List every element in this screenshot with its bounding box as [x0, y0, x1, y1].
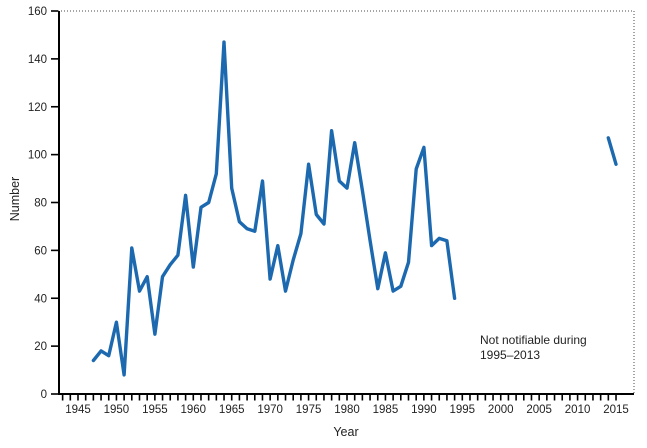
- x-tick-label: 2010: [565, 404, 591, 416]
- y-tick-label: 60: [34, 245, 47, 257]
- x-tick-label: 1980: [334, 404, 360, 416]
- x-tick-label: 2000: [488, 404, 514, 416]
- x-tick-label: 1985: [373, 404, 399, 416]
- y-tick-label: 140: [28, 54, 47, 66]
- y-tick-label: 160: [28, 6, 47, 18]
- x-tick-label: 1955: [142, 404, 168, 416]
- not-notifiable-annotation: Not notifiable during 1995–2013: [480, 333, 587, 363]
- y-tick-label: 80: [34, 198, 47, 210]
- x-tick-label: 1995: [450, 404, 476, 416]
- x-tick-label: 1970: [257, 404, 283, 416]
- x-tick-label: 1960: [180, 404, 206, 416]
- y-axis-title: Number: [8, 176, 22, 222]
- x-tick-label: 1950: [104, 404, 130, 416]
- annotation-line-2: 1995–2013: [480, 348, 541, 362]
- y-tick-label: 40: [34, 293, 47, 305]
- x-tick-label: 2015: [603, 404, 629, 416]
- annotation-line-1: Not notifiable during: [480, 333, 587, 347]
- y-tick-label: 0: [41, 389, 47, 401]
- y-tick-label: 100: [28, 150, 47, 162]
- x-tick-label: 1975: [296, 404, 322, 416]
- x-tick-label: 2005: [526, 404, 552, 416]
- y-tick-label: 120: [28, 102, 47, 114]
- x-axis-title: Year: [333, 425, 359, 439]
- x-tick-label: 1990: [411, 404, 437, 416]
- x-tick-label: 1965: [219, 404, 245, 416]
- series-reported-cases-2014-2015: [606, 136, 618, 166]
- series-reported-cases-1947-1994: [91, 40, 457, 377]
- x-tick-label: 1945: [65, 404, 91, 416]
- y-tick-label: 20: [34, 341, 47, 353]
